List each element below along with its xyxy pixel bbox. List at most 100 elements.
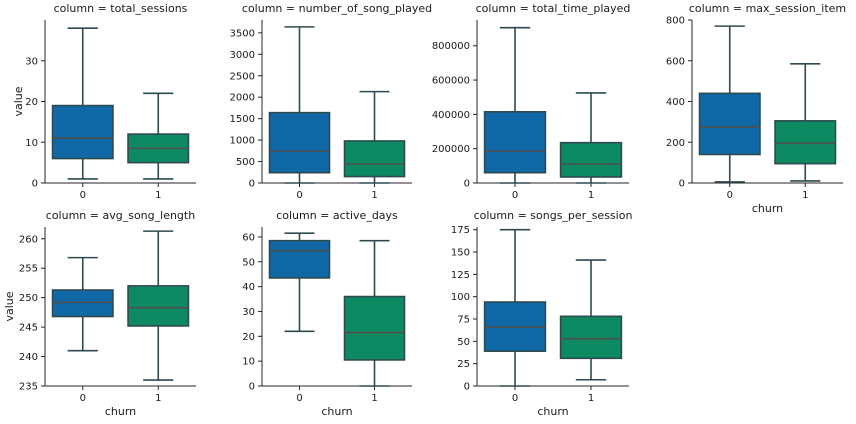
y-tick-label: 10 [25,138,38,149]
y-axis-label: value [12,86,25,116]
y-tick-label: 150 [451,248,470,259]
y-tick-label: 400000 [432,110,470,121]
y-tick-label: 235 [19,382,38,393]
facet-title: column = songs_per_session [474,209,633,222]
y-tick-label: 0 [679,179,685,190]
iqr-box [51,104,114,160]
facet-panel: column = max_session_item 0 200 400 600 800 0 1… [666,2,846,215]
x-tick-label: 0 [80,190,86,201]
facet-panel: column = number_of_song_played 0 500 1000 15… [230,2,433,201]
facet-panel: column = avg_song_length 235 240 245 250 255 2… [3,209,196,418]
y-tick-label: 40 [242,282,255,293]
iqr-box [483,110,547,174]
facet-panel: column = total_sessions 0 10 20 30 0 1 value [12,2,196,201]
facet-title: column = number_of_song_played [242,2,432,15]
iqr-box [268,111,331,174]
y-tick-label: 3000 [230,50,255,61]
box-churn-0 [268,232,331,333]
iqr-box [698,92,761,156]
box-churn-1 [343,239,406,387]
y-tick-label: 20 [242,332,255,343]
y-tick-label: 50 [242,257,255,268]
x-axis-label: churn [537,405,568,418]
box-churn-1 [127,92,190,180]
x-tick-label: 0 [296,190,302,201]
y-tick-label: 245 [19,323,38,334]
facet-panel: column = songs_per_session 0 25 50 75 100 125 1… [451,209,633,418]
x-tick-label: 1 [371,393,377,404]
iqr-box [559,141,623,178]
x-tick-label: 0 [512,393,518,404]
y-tick-label: 30 [25,56,38,67]
facet-title: column = total_time_played [476,2,631,15]
box-churn-0 [51,256,114,352]
iqr-box [268,239,331,279]
facet-title: column = total_sessions [54,2,188,15]
y-tick-label: 60 [242,232,255,243]
y-tick-label: 200000 [432,144,470,155]
x-tick-label: 1 [155,393,161,404]
box-churn-0 [51,27,114,180]
box-churn-1 [127,230,190,381]
box-churn-0 [268,26,331,184]
box-churn-0 [483,26,547,184]
y-tick-label: 255 [19,264,38,275]
y-tick-label: 800000 [432,41,470,52]
y-tick-label: 20 [25,97,38,108]
y-axis-label: value [3,291,16,321]
y-tick-label: 400 [666,97,685,108]
iqr-box [343,140,406,178]
y-tick-label: 50 [457,337,470,348]
y-tick-label: 175 [451,225,470,236]
y-tick-label: 75 [457,315,470,326]
x-tick-label: 0 [80,393,86,404]
y-tick-label: 10 [242,357,255,368]
y-tick-label: 0 [464,382,470,393]
y-tick-label: 800 [666,16,685,27]
y-tick-label: 2000 [230,93,255,104]
x-tick-label: 1 [371,190,377,201]
y-tick-label: 250 [19,293,38,304]
x-tick-label: 1 [155,190,161,201]
iqr-box [343,295,406,361]
y-tick-label: 0 [249,382,255,393]
iqr-box [559,315,623,360]
x-tick-label: 1 [802,190,808,201]
iqr-box [51,289,114,318]
x-tick-label: 0 [512,190,518,201]
y-tick-label: 100 [451,292,470,303]
x-tick-label: 1 [588,190,594,201]
x-axis-label: churn [752,202,783,215]
y-tick-label: 2500 [230,71,255,82]
box-churn-1 [559,92,623,184]
x-tick-label: 1 [588,393,594,404]
iqr-box [774,120,837,165]
y-tick-label: 0 [32,179,38,190]
facet-panel: column = total_time_played 0 200000 400000 6… [432,2,631,201]
x-tick-label: 0 [296,393,302,404]
facet-title: column = active_days [276,209,398,222]
y-tick-label: 0 [249,179,255,190]
iqr-box [127,285,190,327]
facet-panel: column = active_days 0 10 20 30 40 50 60 0 1 churn [242,209,412,418]
y-tick-label: 500 [236,157,255,168]
y-tick-label: 125 [451,270,470,281]
y-tick-label: 30 [242,307,255,318]
facet-title: column = max_session_item [689,2,846,15]
y-tick-label: 260 [19,234,38,245]
x-tick-label: 0 [727,190,733,201]
box-churn-1 [774,63,837,182]
x-axis-label: churn [321,405,352,418]
y-tick-label: 1500 [230,114,255,125]
y-tick-label: 1000 [230,136,255,147]
y-tick-label: 0 [464,179,470,190]
y-tick-label: 240 [19,352,38,363]
y-tick-label: 600 [666,56,685,67]
y-tick-label: 25 [457,359,470,370]
box-churn-1 [559,259,623,381]
y-tick-label: 200 [666,138,685,149]
box-churn-1 [343,90,406,184]
x-axis-label: churn [105,405,136,418]
box-churn-0 [483,228,547,387]
